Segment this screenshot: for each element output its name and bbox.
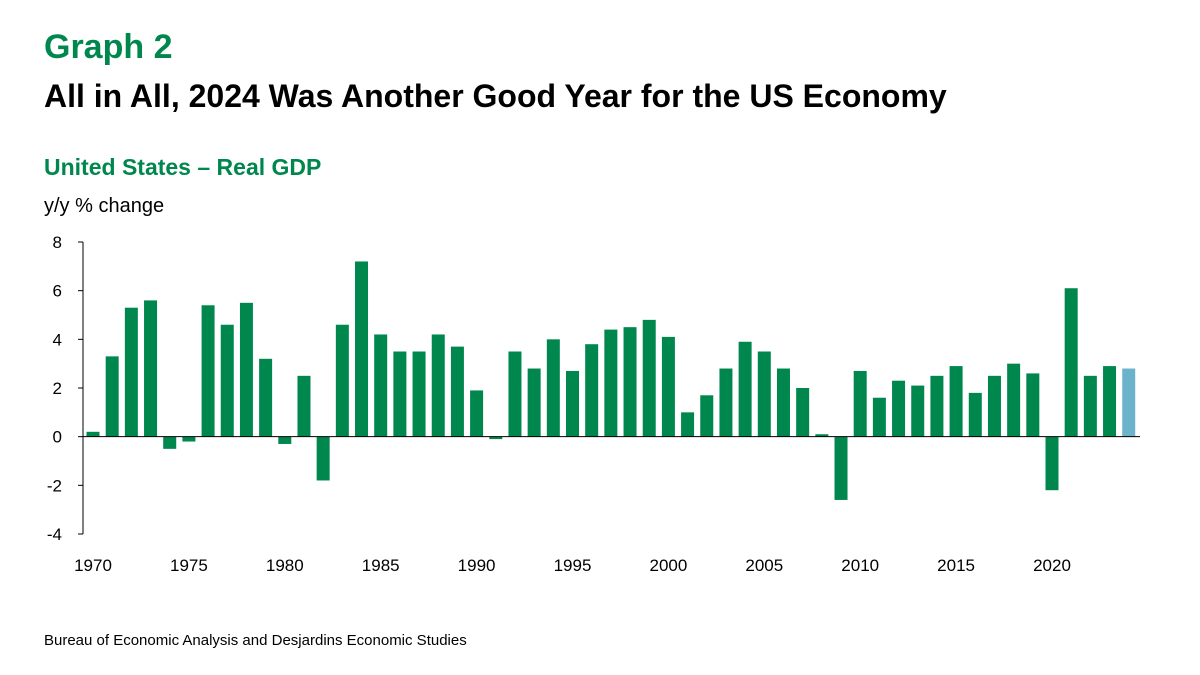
bar-1981 (297, 375, 311, 437)
x-tick-label: 1995 (554, 556, 592, 575)
bar-1972 (124, 307, 138, 437)
bar-1980 (278, 436, 292, 444)
bar-1976 (201, 305, 215, 437)
bar-2016 (968, 392, 982, 437)
bar-1974 (163, 436, 177, 449)
bar-1983 (335, 324, 349, 437)
bar-2015 (949, 366, 963, 437)
bar-2012 (892, 380, 906, 437)
x-tick-label: 1980 (266, 556, 304, 575)
bar-2019 (1026, 373, 1040, 437)
bar-2006 (776, 368, 790, 437)
bar-2023 (1103, 366, 1117, 437)
bar-2009 (834, 436, 848, 500)
bar-1993 (527, 368, 541, 437)
bar-1990 (470, 390, 484, 437)
bar-2013 (911, 385, 925, 437)
source-note: Bureau of Economic Analysis and Desjardi… (44, 632, 467, 649)
bar-1991 (489, 436, 503, 440)
bar-1986 (393, 351, 407, 437)
bar-1973 (144, 300, 158, 437)
x-tick-label: 2005 (745, 556, 783, 575)
bar-1988 (431, 334, 445, 437)
bar-2000 (661, 336, 675, 437)
bar-1975 (182, 436, 196, 442)
bar-1999 (642, 319, 656, 437)
bar-2004 (738, 341, 752, 437)
page-title: All in All, 2024 Was Another Good Year f… (44, 78, 947, 114)
bar-2018 (1007, 363, 1021, 437)
bar-1982 (316, 436, 330, 481)
bar-1970 (86, 431, 100, 437)
bar-1992 (508, 351, 522, 437)
bar-1978 (239, 302, 253, 437)
x-tick-label: 2010 (841, 556, 879, 575)
x-tick-label: 1990 (458, 556, 496, 575)
y-tick-label: 6 (53, 282, 62, 301)
bar-2020 (1045, 436, 1059, 491)
bar-2007 (796, 388, 810, 437)
graph-label: Graph 2 (44, 28, 173, 66)
bar-1977 (220, 324, 234, 437)
bar-2024 (1122, 368, 1136, 437)
bar-1998 (623, 327, 637, 437)
x-tick-label: 2020 (1033, 556, 1071, 575)
bar-2008 (815, 434, 829, 437)
bar-2010 (853, 370, 867, 437)
bar-2011 (872, 397, 886, 437)
y-tick-label: -4 (47, 525, 62, 544)
bar-2001 (681, 412, 695, 437)
bar-2022 (1083, 375, 1097, 437)
x-tick-label: 1985 (362, 556, 400, 575)
x-tick-label: 1970 (74, 556, 112, 575)
y-tick-label: -2 (47, 476, 62, 495)
bar-1979 (259, 358, 273, 437)
bar-1984 (355, 261, 369, 437)
y-tick-label: 4 (53, 330, 62, 349)
bar-2021 (1064, 288, 1078, 437)
bar-2003 (719, 368, 733, 437)
bar-1989 (450, 346, 464, 437)
bar-1996 (585, 344, 599, 437)
bar-1997 (604, 329, 618, 437)
bar-1987 (412, 351, 426, 437)
bar-2017 (987, 375, 1001, 437)
bar-1995 (566, 370, 579, 437)
y-tick-label: 2 (53, 379, 62, 398)
bar-1985 (374, 334, 388, 437)
bar-2005 (757, 351, 771, 437)
chart-title: United States – Real GDP (44, 154, 322, 180)
y-tick-label: 8 (53, 233, 62, 252)
x-tick-label: 2015 (937, 556, 975, 575)
bar-2002 (700, 395, 714, 437)
x-tick-label: 1975 (170, 556, 208, 575)
y-axis-label: y/y % change (44, 195, 165, 217)
x-tick-label: 2000 (649, 556, 687, 575)
y-tick-label: 0 (53, 428, 62, 447)
bar-2014 (930, 375, 944, 437)
bar-1971 (105, 356, 119, 437)
bar-1994 (546, 339, 560, 437)
